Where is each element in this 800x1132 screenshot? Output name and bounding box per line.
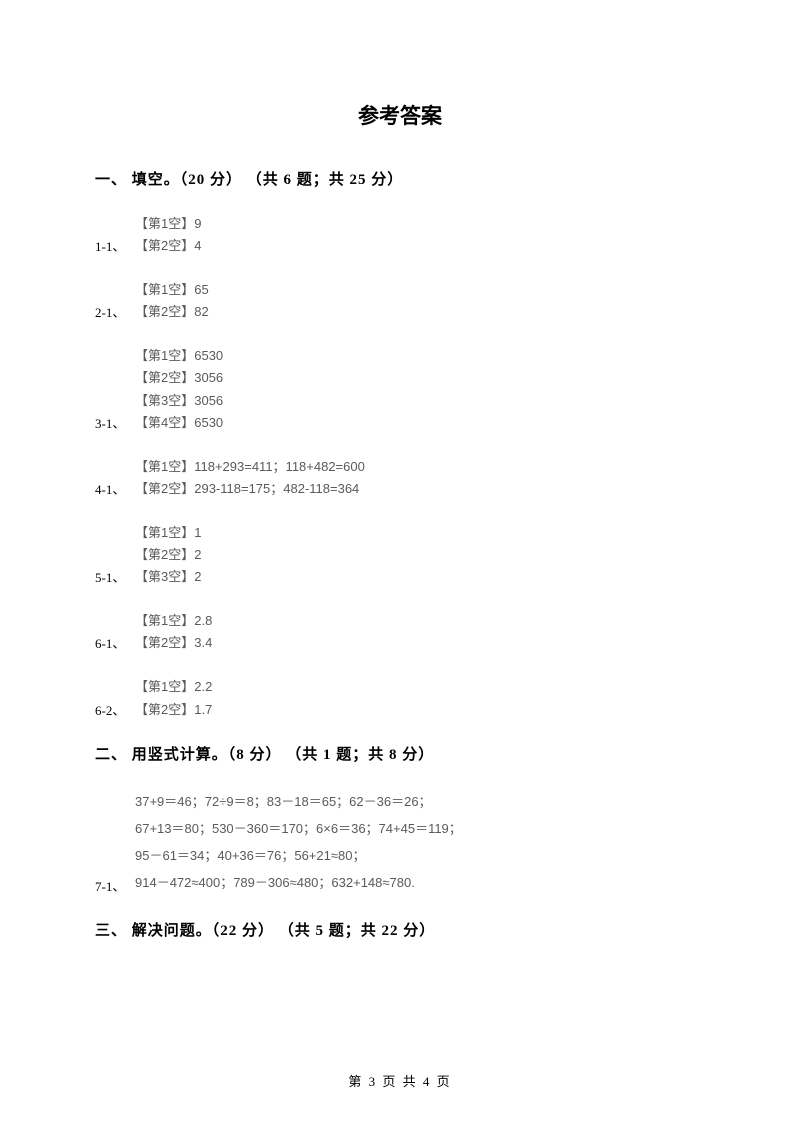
section-3-header: 三、 解决问题。（22 分） （共 5 题；共 22 分） — [95, 919, 705, 940]
answer-line: 【第2空】1.7 — [135, 699, 705, 721]
answer-line: 37+9＝46；72÷9＝8；83－18＝65；62－36＝26； — [135, 788, 705, 815]
answer-group: 【第1空】2.2 【第2空】1.7 6-2、 — [95, 676, 705, 720]
answer-line: 【第1空】2.8 — [135, 610, 705, 632]
answer-group: 37+9＝46；72÷9＝8；83－18＝65；62－36＝26； 67+13＝… — [95, 788, 705, 897]
answer-label: 6-1、 — [95, 633, 125, 652]
section-1-header: 一、 填空。（20 分） （共 6 题；共 25 分） — [95, 168, 705, 189]
answer-line: 【第1空】6530 — [135, 345, 705, 367]
section-2-header: 二、 用竖式计算。（8 分） （共 1 题；共 8 分） — [95, 743, 705, 764]
answer-label: 1-1、 — [95, 236, 125, 255]
answer-line: 【第2空】82 — [135, 301, 705, 323]
answer-line: 【第3空】3056 — [135, 390, 705, 412]
answer-line: 【第2空】293-118=175；482-118=364 — [135, 478, 705, 500]
answer-line: 【第1空】1 — [135, 522, 705, 544]
answer-group: 【第1空】9 【第2空】4 1-1、 — [95, 213, 705, 257]
answer-group: 【第1空】2.8 【第2空】3.4 6-1、 — [95, 610, 705, 654]
answer-line: 67+13＝80；530－360＝170；6×6＝36；74+45＝119； — [135, 815, 705, 842]
answer-line: 【第2空】2 — [135, 544, 705, 566]
answer-line: 【第3空】2 — [135, 566, 705, 588]
answer-line: 【第2空】4 — [135, 235, 705, 257]
answer-line: 【第2空】3.4 — [135, 632, 705, 654]
page-footer: 第 3 页 共 4 页 — [0, 1071, 800, 1090]
answer-label: 5-1、 — [95, 567, 125, 586]
answer-line: 914－472≈400；789－306≈480；632+148≈780. — [135, 869, 705, 896]
page-title: 参考答案 — [95, 100, 705, 130]
answer-label: 6-2、 — [95, 700, 125, 719]
answer-line: 【第1空】9 — [135, 213, 705, 235]
answer-line: 95－61＝34；40+36＝76；56+21≈80； — [135, 842, 705, 869]
answer-line: 【第1空】2.2 — [135, 676, 705, 698]
answer-line: 【第4空】6530 — [135, 412, 705, 434]
answer-group: 【第1空】1 【第2空】2 【第3空】2 5-1、 — [95, 522, 705, 588]
answer-group: 【第1空】6530 【第2空】3056 【第3空】3056 【第4空】6530 … — [95, 345, 705, 433]
answer-line: 【第2空】3056 — [135, 367, 705, 389]
answer-label: 4-1、 — [95, 479, 125, 498]
answer-line: 【第1空】65 — [135, 279, 705, 301]
answer-label: 3-1、 — [95, 413, 125, 432]
answer-label: 7-1、 — [95, 876, 125, 895]
answer-group: 【第1空】118+293=411；118+482=600 【第2空】293-11… — [95, 456, 705, 500]
answer-label: 2-1、 — [95, 302, 125, 321]
answer-group: 【第1空】65 【第2空】82 2-1、 — [95, 279, 705, 323]
answer-line: 【第1空】118+293=411；118+482=600 — [135, 456, 705, 478]
